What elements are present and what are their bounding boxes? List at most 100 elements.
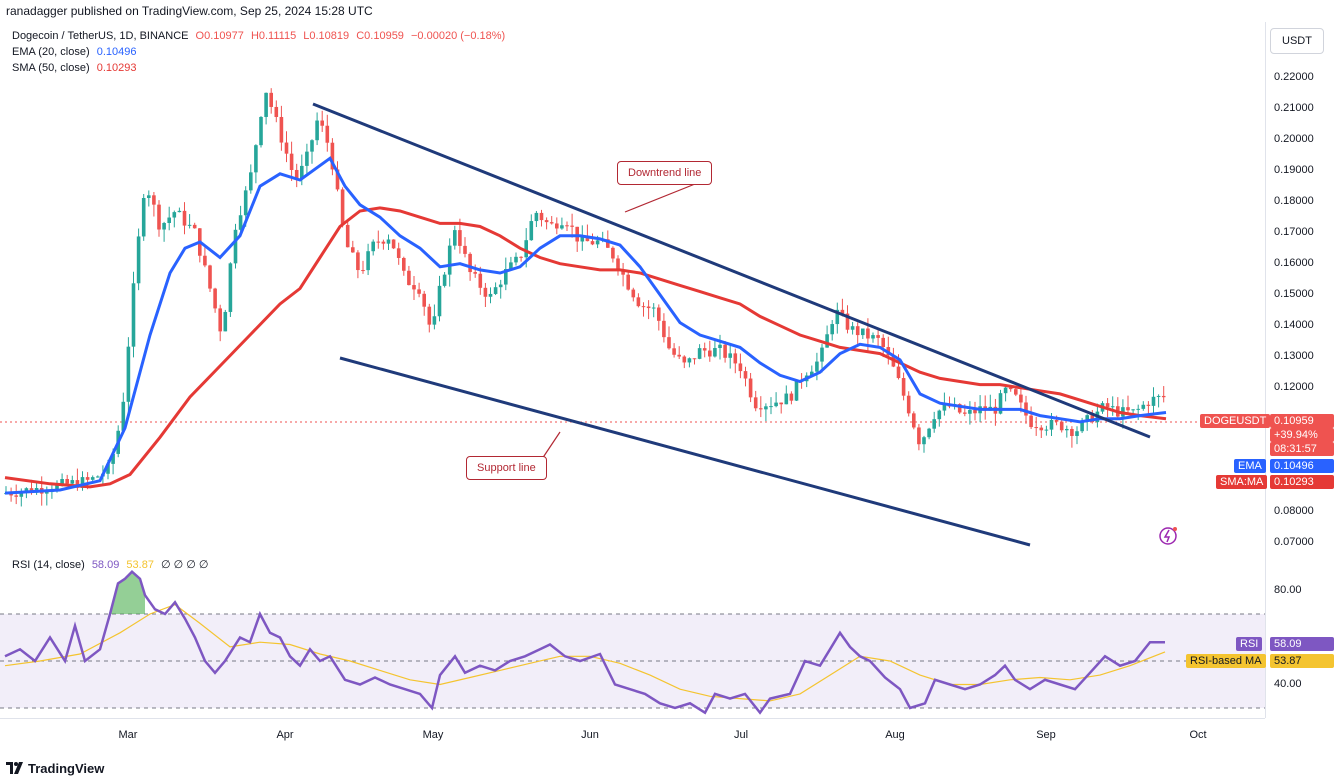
time-tick: Sep [1036,729,1056,741]
candle-body [682,356,687,363]
candle-body [361,270,365,272]
candle-body [1054,419,1059,422]
price-tick: 0.17000 [1274,226,1314,238]
candle-body [866,328,870,339]
candle-body [1008,387,1013,390]
rsi-tick: 40.00 [1274,678,1302,690]
candle-body [881,337,885,348]
rsi-pane[interactable] [0,552,1265,718]
candle-body [238,215,243,230]
candle-body [667,337,671,349]
candle-body [498,284,503,288]
candle-body [249,172,253,191]
candle-body [1151,396,1156,406]
candle-body [616,258,620,270]
candle-body [19,491,24,497]
candle-body [565,225,569,227]
candle-body [896,366,901,379]
candle-body [90,477,95,480]
ema-legend-value: 0.10496 [96,46,137,58]
candle-body [687,358,692,363]
candle-body [1019,394,1023,403]
candle-body [1075,431,1079,436]
support-annotation[interactable]: Support line [466,456,547,480]
candle-body [1024,402,1028,416]
candle-body [692,358,697,360]
candle-body [458,230,462,246]
downtrend-annotation[interactable]: Downtrend line [617,161,713,185]
candle-body [1161,395,1166,398]
candle-body [386,239,391,244]
rsi-line [4,569,1165,715]
candle-body [1126,407,1130,411]
candle-body [228,263,233,312]
candle-body [697,348,702,359]
close-value: C0.10959 [356,30,404,42]
price-tick: 0.19000 [1274,164,1314,176]
candle-body [595,240,600,245]
candle-body [937,410,942,420]
candle-body [381,241,386,244]
candle-body [356,252,360,271]
candle-body [529,221,534,241]
candle-body [305,151,309,166]
candle-body [723,344,727,358]
candle-body [371,241,375,252]
candle-body [840,309,845,314]
candle-body [1110,406,1115,408]
candle-body [1070,428,1074,436]
alert-icon[interactable] [1159,527,1177,545]
candle-body [300,165,304,179]
price-tick: 0.18000 [1274,195,1314,207]
candle-body [427,306,432,325]
candle-body [208,265,212,289]
time-tick: Aug [885,729,905,741]
price-axis[interactable]: 0.22000 0.21000 0.20000 0.19000 0.18000 … [1186,22,1337,718]
candle-body [917,427,921,445]
candle-body [963,412,967,414]
candle-body [606,239,610,248]
candle-body [702,348,707,351]
rsi-ma-tag-badge: RSI-based MA [1186,654,1266,668]
candle-body [45,492,49,494]
candle-body [351,247,355,253]
candle-body [447,245,452,275]
price-tick: 0.08000 [1274,505,1314,517]
sma-legend: SMA (50, close) 0.10293 [12,62,136,74]
candle-body [1034,427,1038,429]
candle-body [177,210,182,213]
candle-body [254,145,258,173]
change-value: −0.00020 (−0.18%) [411,30,506,42]
currency-button[interactable]: USDT [1270,28,1324,54]
candle-body [325,125,330,143]
candle-body [748,378,753,398]
rsi-label: RSI (14, close) [12,559,85,571]
candle-body [1039,427,1044,431]
candle-body [861,328,865,336]
ema-tag-badge: EMA [1234,459,1266,473]
candle-body [728,353,732,358]
time-tick: May [422,729,444,741]
time-axis[interactable]: Mar Apr May Jun Jul Aug Sep Oct [0,718,1265,749]
symbol-name: Dogecoin / TetherUS, 1D, BINANCE [12,30,189,42]
candle-body [850,326,855,330]
tradingview-logo-icon[interactable] [6,762,24,774]
candle-body [60,479,64,484]
candle-body [621,269,625,275]
candle-body [167,217,171,223]
downtrend-line [312,102,1151,439]
candle-body [942,404,947,411]
sma-value-badge: 0.10293 [1270,475,1334,489]
candle-body [453,230,457,246]
candle-body [157,204,161,230]
tradingview-brand[interactable]: TradingView [28,761,105,776]
price-chart[interactable] [0,22,1265,550]
price-tick: 0.22000 [1274,71,1314,83]
candle-body [544,220,549,223]
candle-body [1080,420,1084,432]
candle-body [524,240,528,258]
candle-body [289,153,294,170]
rsi-overbought-fill [110,571,145,614]
candle-body [876,335,880,338]
candle-body [794,380,799,401]
